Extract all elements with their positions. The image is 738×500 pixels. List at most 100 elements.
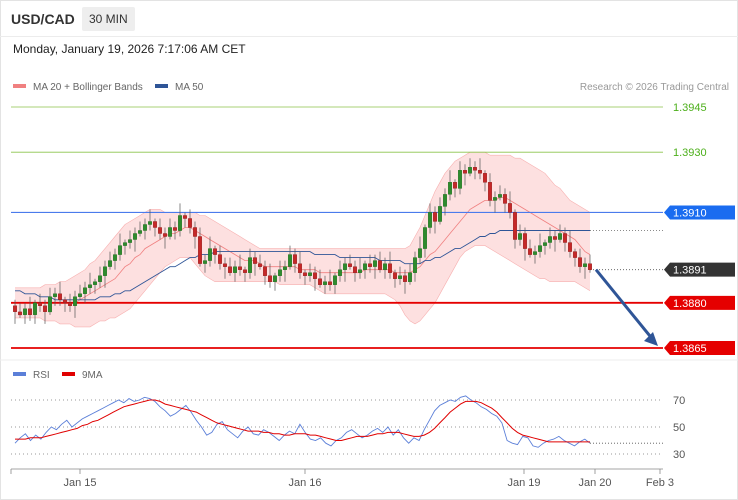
bollinger-band-area: [15, 152, 590, 327]
candle-body: [388, 263, 392, 273]
candle-body: [353, 266, 357, 273]
candle-body: [148, 221, 152, 225]
candle-body: [303, 272, 307, 276]
candle-body: [483, 173, 487, 183]
candle-body: [108, 260, 112, 267]
candle-body: [168, 227, 172, 237]
chart-header: USD/CAD 30 MIN: [0, 0, 738, 37]
candle-body: [553, 236, 557, 240]
candle-body: [333, 275, 337, 285]
candle-body: [518, 233, 522, 240]
candle-body: [528, 248, 532, 255]
candle-body: [33, 302, 37, 315]
candle-body: [573, 251, 577, 258]
candle-body: [208, 248, 212, 261]
candle-body: [503, 194, 507, 204]
candle-body: [368, 263, 372, 267]
candle-body: [283, 266, 287, 270]
candle-body: [413, 257, 417, 273]
candle-body: [128, 239, 132, 243]
candle-body: [218, 254, 222, 264]
x-tick-label-4: Feb 3: [646, 477, 674, 489]
candle-body: [153, 221, 157, 228]
interval-selector[interactable]: 30 MIN: [82, 7, 135, 31]
candle-body: [228, 266, 232, 273]
candle-body: [348, 263, 352, 267]
legend-swatch-0: [13, 84, 26, 88]
candle-body: [198, 236, 202, 264]
x-tick-label-1: Jan 16: [288, 477, 321, 489]
candle-body: [113, 254, 117, 261]
bollinger-lower-line: [15, 245, 591, 328]
candle-body: [423, 227, 427, 249]
candle-body: [138, 230, 142, 234]
level-tag-4: [664, 295, 735, 310]
rsi-legend-label-0: RSI: [33, 370, 50, 381]
candle-body: [478, 170, 482, 174]
candle-body: [123, 242, 127, 246]
level-tag-5: [664, 341, 735, 355]
candle-body: [568, 242, 572, 252]
rsi-line: [14, 395, 591, 448]
candle-body: [488, 182, 492, 201]
rsi-legend-swatch-0: [13, 372, 26, 376]
candle-body: [323, 281, 327, 285]
rsi-legend-label-1: 9MA: [82, 370, 103, 381]
candle-body: [453, 182, 457, 189]
x-tick-label-3: Jan 20: [578, 477, 611, 489]
candle-body: [588, 263, 592, 270]
candle-body: [163, 233, 167, 237]
candle-body: [258, 263, 262, 267]
candle-body: [158, 227, 162, 234]
candle-body: [433, 212, 437, 222]
candle-body: [373, 260, 377, 267]
candle-body: [188, 218, 192, 228]
level-label-1: 1.3930: [673, 147, 707, 159]
candle-body: [383, 263, 387, 270]
candle-body: [223, 263, 227, 267]
candle-body: [523, 233, 527, 249]
candle-body: [133, 233, 137, 240]
candle-body: [473, 167, 477, 171]
level-label-4: 1.3880: [673, 298, 707, 310]
symbol-label: USD/CAD: [11, 11, 75, 27]
level-tag-2: [664, 205, 735, 220]
candle-body: [563, 233, 567, 243]
rsi-level-label-2: 30: [673, 449, 685, 461]
candle-body: [468, 167, 472, 174]
chart-credit: Research © 2026 Trading Central: [580, 82, 729, 93]
candle-body: [268, 275, 272, 282]
candle-body: [58, 293, 62, 300]
candle-body: [463, 170, 467, 174]
candle-body: [78, 293, 82, 297]
candle-body: [238, 266, 242, 270]
candle-body: [443, 194, 447, 207]
level-label-3: 1.3891: [673, 265, 707, 277]
candle-body: [338, 269, 342, 276]
candle-body: [403, 275, 407, 282]
candle-body: [23, 308, 27, 315]
candle-body: [63, 299, 67, 303]
legend-label-0: MA 20 + Bollinger Bands: [33, 82, 143, 93]
candle-body: [83, 287, 87, 294]
candle-body: [233, 266, 237, 273]
candle-body: [578, 257, 582, 267]
candle-body: [543, 242, 547, 246]
candle-body: [363, 263, 367, 270]
candle-body: [493, 197, 497, 201]
candle-body: [88, 284, 92, 288]
rsi-legend-swatch-1: [62, 372, 75, 376]
level-label-0: 1.3945: [673, 102, 707, 114]
candle-body: [358, 269, 362, 273]
candle-body: [343, 263, 347, 270]
candle-body: [278, 269, 282, 276]
candle-body: [513, 212, 517, 240]
candle-body: [538, 245, 542, 252]
candle-body: [273, 275, 277, 282]
candle-body: [438, 206, 442, 222]
candle-body: [263, 266, 267, 276]
candle-body: [293, 254, 297, 264]
candle-body: [98, 275, 102, 282]
candle-body: [298, 263, 302, 273]
